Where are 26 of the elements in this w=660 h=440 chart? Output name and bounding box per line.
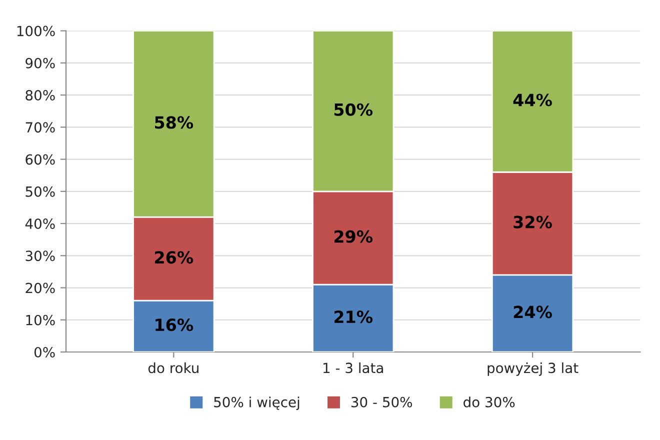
- y-tick-label: 50%: [26, 186, 55, 197]
- y-tick-label: 10%: [26, 314, 55, 326]
- y-tick-label: 40%: [25, 218, 55, 229]
- x-tick-label: powyżej 3 lat: [488, 362, 578, 376]
- data-label: 58%: [155, 116, 194, 129]
- y-tick-label: 80%: [26, 90, 55, 101]
- y-tick-label: 30%: [26, 250, 55, 262]
- y-tick-label: 20%: [26, 282, 55, 294]
- x-tick-label: do roku: [148, 362, 198, 374]
- x-tick-label: 1 - 3 lata: [324, 362, 383, 374]
- y-tick-label: 60%: [26, 154, 55, 165]
- data-label: 16%: [156, 318, 194, 332]
- data-label: 24%: [514, 306, 552, 318]
- y-tick-label: 90%: [26, 58, 55, 68]
- data-label: 50%: [334, 103, 373, 116]
- data-label: 32%: [514, 216, 552, 228]
- legend-label: do 30%: [464, 396, 515, 408]
- legend-label: 30 - 50%: [351, 396, 412, 408]
- data-label: 44%: [513, 94, 552, 106]
- data-label: 21%: [334, 310, 373, 324]
- data-label: 29%: [334, 230, 373, 243]
- data-label: 26%: [155, 251, 194, 264]
- y-tick-label: 70%: [26, 122, 55, 133]
- y-tick-label: 0%: [34, 346, 55, 358]
- y-tick-label: 100%: [17, 26, 55, 36]
- legend-label: 50% i więcej: [214, 396, 300, 410]
